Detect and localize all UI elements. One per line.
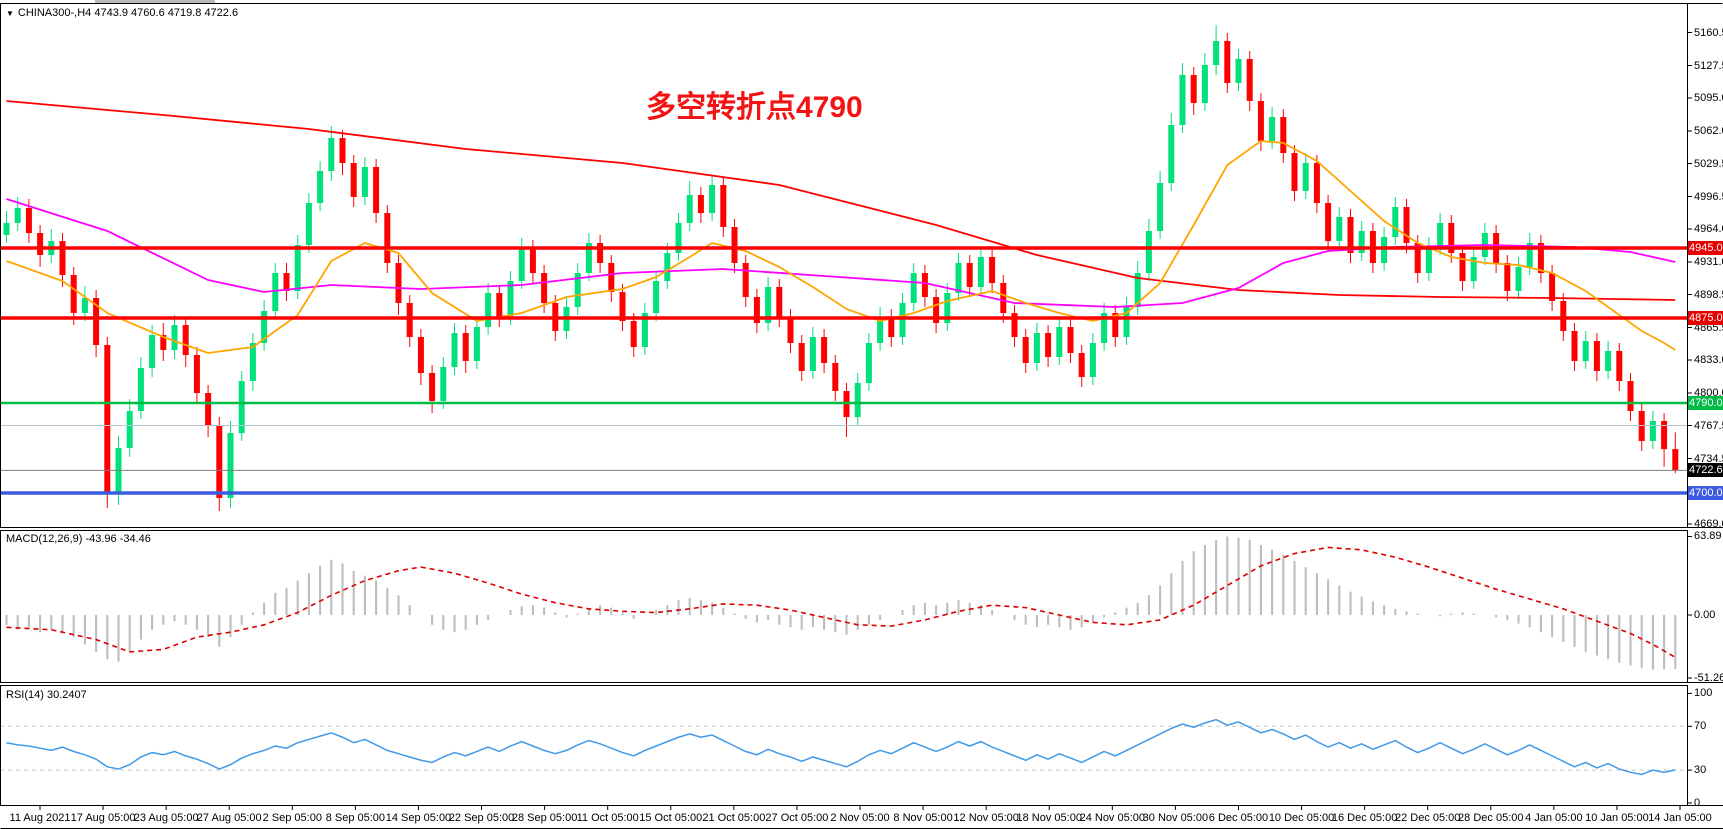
price-tick-label: 4669.0 [1694,518,1723,530]
time-tick-label: 8 Sep 05:00 [325,812,386,824]
time-tick-label: 18 Nov 05:00 [1016,812,1082,824]
time-tick-label: 6 Dec 05:00 [1208,812,1269,824]
rsi-tick-label: 0 [1694,797,1701,809]
time-tick-label: 22 Dec 05:00 [1394,812,1461,824]
time-tick-label: 14 Jan 05:00 [1648,812,1712,824]
price-tick-label: 4964.0 [1694,223,1723,235]
time-tick-label: 15 Oct 05:00 [639,812,703,824]
chart-text-annotation: 多空转折点4790 [646,91,863,124]
macd-tick-label: 0.00 [1694,609,1716,621]
price-tick-label: 4898.5 [1694,288,1723,301]
time-tick-label: 22 Sep 05:00 [448,812,515,824]
macd-tick-label: -51.26 [1694,671,1723,684]
price-tick-label: 4996.5 [1694,190,1723,203]
time-tick-label: 27 Oct 05:00 [765,812,829,824]
price-badge: 4790.0 [1688,396,1723,410]
macd-indicator-label: MACD(12,26,9) -43.96 -34.46 [6,533,151,545]
time-tick-label: 14 Sep 05:00 [385,812,452,824]
time-tick-label: 28 Dec 05:00 [1458,812,1524,824]
time-tick-label: 11 Oct 05:00 [576,812,639,824]
price-tick-label: 4734.5 [1694,452,1723,465]
price-tick-label: 5029.5 [1694,157,1723,170]
time-tick-label: 10 Dec 05:00 [1268,812,1335,824]
time-tick-label: 4 Jan 05:00 [1525,812,1583,824]
time-tick-label: 21 Oct 05:00 [702,812,766,824]
time-tick-label: 17 Aug 05:00 [70,812,136,824]
symbol-dropdown-icon[interactable]: ▼ [6,8,14,18]
price-tick-label: 5127.5 [1694,59,1723,72]
price-tick-label: 5095.0 [1694,92,1723,104]
time-tick-label: 23 Aug 05:00 [133,812,199,824]
time-tick-label: 16 Dec 05:00 [1331,812,1398,824]
time-tick-label: 2 Nov 05:00 [830,812,890,824]
window-chrome-strip [95,0,215,3]
time-tick-label: 12 Nov 05:00 [953,812,1019,824]
price-tick-label: 4931.0 [1694,256,1723,268]
price-tick-label: 5062.0 [1694,125,1723,137]
time-tick-label: 8 Nov 05:00 [893,812,953,824]
price-tick-label: 5160.5 [1694,26,1723,39]
time-tick-label: 11 Aug 2021 [9,812,71,824]
price-tick-label: 4833.0 [1694,354,1723,366]
time-tick-label: 27 Aug 05:00 [196,812,262,824]
rsi-tick-label: 70 [1694,720,1707,733]
time-tick-label: 30 Nov 05:00 [1142,812,1209,824]
macd-tick-label: 63.89 [1694,530,1722,543]
time-tick-label: 2 Sep 05:00 [262,812,322,824]
price-badge: 4722.6 [1688,463,1723,478]
symbol-title-bar: ▼ CHINA300-,H4 4743.9 4760.6 4719.8 4722… [6,7,238,19]
rsi-tick-label: 100 [1694,687,1713,700]
price-badge: 4875.0 [1688,311,1723,325]
time-tick-label: 28 Sep 05:00 [511,812,578,824]
time-tick-label: 24 Nov 05:00 [1079,812,1146,824]
symbol-ohlc-label: CHINA300-,H4 4743.9 4760.6 4719.8 4722.6 [17,7,239,19]
price-tick-label: 4767.5 [1694,419,1723,432]
rsi-tick-label: 30 [1694,764,1707,777]
rsi-indicator-label: RSI(14) 30.2407 [6,689,87,701]
time-tick-label: 10 Jan 05:00 [1585,812,1649,824]
price-badge: 4945.0 [1688,241,1723,255]
price-badge: 4700.0 [1688,486,1723,500]
